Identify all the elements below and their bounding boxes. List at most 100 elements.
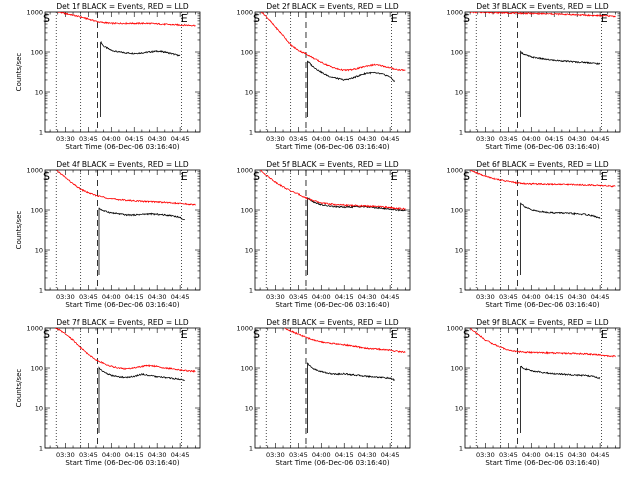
x-tick-label: 04:00 [102,451,121,459]
x-tick-label: 04:30 [568,135,587,143]
chart-title: Det 7f BLACK = Events, RED = LLD [56,318,189,327]
x-axis-label: Start Time (06-Dec-06 03:16:40) [485,143,599,151]
x-tick-label: 03:45 [499,135,518,143]
x-tick-label: 03:45 [499,293,518,301]
plot-frame [254,11,411,133]
chart-panel-9: Det 9f BLACK = Events, RED = LLD 1 10 100 10… [446,318,621,467]
x-axis-label: Start Time (06-Dec-06 03:16:40) [275,301,389,309]
y-tick-label: 1 [459,128,463,136]
y-tick-label: 1000 [26,8,43,16]
x-axis-label: Start Time (06-Dec-06 03:16:40) [65,459,179,467]
y-tick-label: 1000 [446,166,463,174]
x-tick-label: 03:30 [266,135,285,143]
x-axis-label: Start Time (06-Dec-06 03:16:40) [65,301,179,309]
x-axis-label: Start Time (06-Dec-06 03:16:40) [485,459,599,467]
x-tick-label: 03:45 [79,135,98,143]
y-tick-label: 100 [31,206,43,214]
x-tick-label: 04:00 [102,135,121,143]
x-tick-label: 04:15 [125,135,144,143]
start-marker: S [43,12,50,25]
chart-panel-7: Det 7f BLACK = Events, RED = LLD 1 10 100 10… [15,318,201,467]
lld-series [470,328,616,358]
x-tick-label: 04:45 [591,451,610,459]
x-axis-label: Start Time (06-Dec-06 03:16:40) [65,143,179,151]
chart-panel-4: Det 4f BLACK = Events, RED = LLD 1 10 100 10… [15,160,201,309]
x-tick-label: 04:30 [148,451,167,459]
y-tick-label: 100 [241,206,253,214]
chart-title: Det 3f BLACK = Events, RED = LLD [476,2,609,11]
lld-series [260,12,406,72]
y-tick-label: 1 [39,444,43,452]
events-series [520,202,601,275]
x-tick-label: 04:00 [522,451,541,459]
y-axis-label: Counts/sec [15,53,23,92]
x-tick-label: 04:45 [381,293,400,301]
x-tick-label: 04:15 [545,293,564,301]
x-tick-label: 04:30 [358,451,377,459]
y-tick-label: 1000 [236,8,253,16]
events-series [98,207,185,275]
x-axis-label: Start Time (06-Dec-06 03:16:40) [275,459,389,467]
x-tick-label: 04:15 [125,293,144,301]
y-tick-label: 1 [459,286,463,294]
y-tick-label: 100 [451,364,463,372]
y-tick-label: 100 [241,48,253,56]
chart-title: Det 2f BLACK = Events, RED = LLD [266,2,399,11]
chart-title: Det 9f BLACK = Events, RED = LLD [476,318,609,327]
y-tick-label: 1 [249,128,253,136]
x-tick-label: 03:45 [289,293,308,301]
y-tick-label: 1000 [446,8,463,16]
y-tick-label: 10 [245,88,253,96]
y-axis-label: Counts/sec [15,369,23,408]
lld-series [260,170,406,211]
x-tick-label: 04:45 [171,293,190,301]
x-tick-label: 03:30 [266,451,285,459]
end-marker: E [601,12,608,25]
x-tick-label: 04:45 [381,135,400,143]
x-tick-label: 04:30 [358,135,377,143]
x-tick-label: 03:45 [289,135,308,143]
x-tick-label: 04:00 [312,135,331,143]
x-tick-label: 04:45 [381,451,400,459]
x-tick-label: 04:00 [312,293,331,301]
end-marker: E [181,12,188,25]
y-tick-label: 100 [451,206,463,214]
x-tick-label: 04:15 [125,451,144,459]
x-tick-label: 03:45 [499,451,518,459]
x-tick-label: 03:30 [266,293,285,301]
x-tick-label: 03:30 [56,451,75,459]
events-series [98,366,185,433]
y-tick-label: 10 [245,246,253,254]
x-tick-label: 04:30 [568,293,587,301]
x-axis-label: Start Time (06-Dec-06 03:16:40) [485,301,599,309]
y-tick-label: 10 [245,404,253,412]
chart-panel-8: Det 8f BLACK = Events, RED = LLD 1 10 100 10… [236,318,411,467]
start-marker: S [253,328,260,341]
plot-frame [44,327,201,449]
start-marker: S [463,12,470,25]
y-axis-label: Counts/sec [15,211,23,250]
y-tick-label: 1 [459,444,463,452]
x-tick-label: 04:15 [545,451,564,459]
x-tick-label: 04:15 [335,451,354,459]
x-tick-label: 04:45 [171,135,190,143]
chart-panel-2: Det 2f BLACK = Events, RED = LLD 1 10 100 10… [236,2,411,151]
y-tick-label: 1 [249,444,253,452]
lld-series [284,328,406,354]
chart-panel-6: Det 6f BLACK = Events, RED = LLD 1 10 100 10… [446,160,621,309]
end-marker: E [391,328,398,341]
plot-frame [464,11,621,133]
y-tick-label: 1 [39,286,43,294]
y-tick-label: 10 [455,88,463,96]
events-series [307,60,396,117]
x-tick-label: 04:00 [522,135,541,143]
events-series [307,196,406,275]
end-marker: E [391,170,398,183]
events-series [307,362,396,433]
y-tick-label: 10 [455,404,463,412]
start-marker: S [463,328,470,341]
start-marker: S [463,170,470,183]
x-tick-label: 04:15 [335,293,354,301]
x-tick-label: 03:45 [79,451,98,459]
